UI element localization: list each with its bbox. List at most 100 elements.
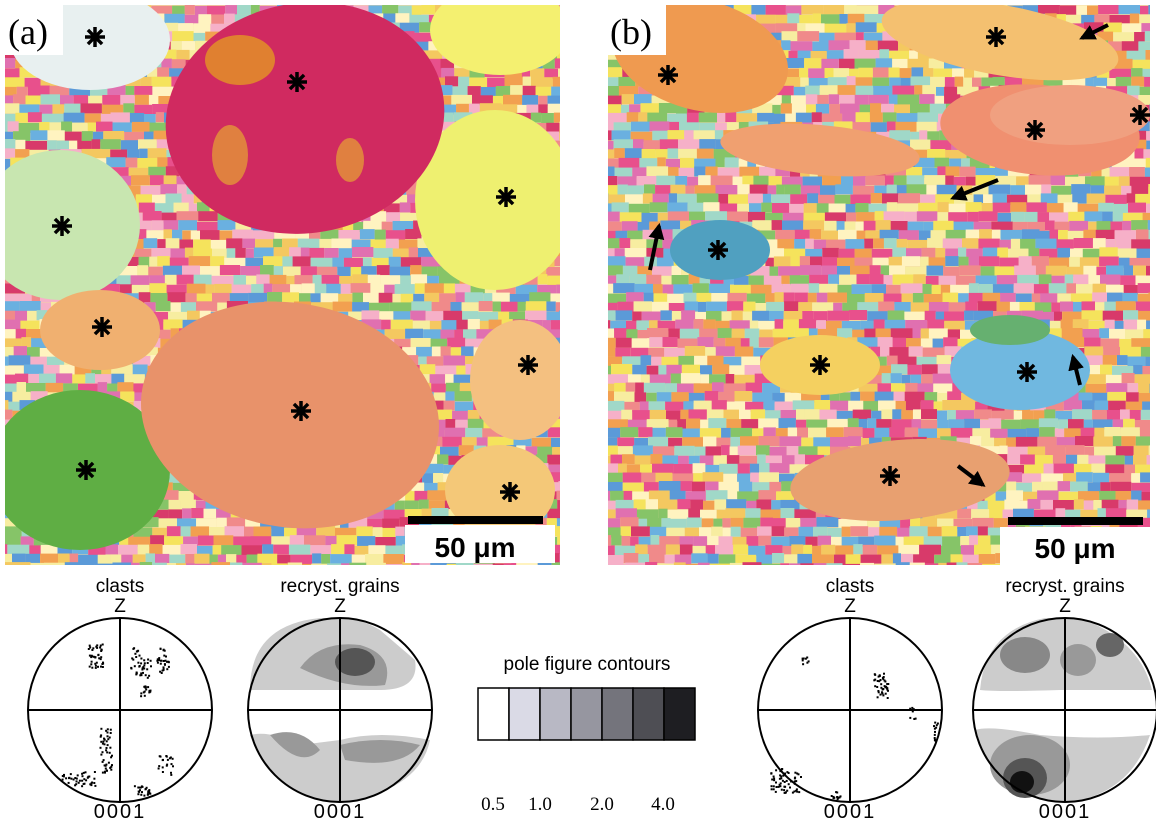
grain bbox=[551, 562, 560, 565]
grain bbox=[168, 311, 187, 322]
grain bbox=[966, 248, 983, 259]
grain bbox=[797, 23, 806, 34]
grain bbox=[904, 211, 917, 222]
grain bbox=[1114, 58, 1133, 69]
grain bbox=[1105, 455, 1125, 466]
grain bbox=[1048, 283, 1067, 294]
grain bbox=[930, 140, 952, 151]
grain bbox=[1020, 419, 1039, 430]
grain bbox=[226, 517, 246, 528]
grain bbox=[668, 328, 680, 339]
grain bbox=[973, 221, 992, 232]
grain bbox=[1100, 338, 1120, 349]
grain bbox=[887, 310, 905, 321]
grain bbox=[348, 517, 368, 528]
grain bbox=[198, 14, 212, 25]
grain bbox=[651, 95, 671, 106]
grain bbox=[290, 554, 313, 565]
pf-point bbox=[101, 742, 104, 745]
grain bbox=[857, 302, 879, 313]
grain bbox=[910, 131, 920, 142]
grain bbox=[241, 545, 263, 556]
grain bbox=[608, 302, 618, 313]
grain bbox=[884, 319, 906, 330]
grain bbox=[886, 184, 897, 195]
grain bbox=[1058, 492, 1078, 502]
grain bbox=[1083, 229, 1096, 240]
grain bbox=[428, 58, 441, 69]
pf-point bbox=[100, 740, 103, 743]
grain bbox=[808, 68, 825, 79]
grain bbox=[47, 130, 65, 141]
grain bbox=[874, 185, 887, 196]
grain bbox=[693, 319, 704, 329]
pf-point bbox=[140, 692, 143, 695]
grain bbox=[742, 175, 754, 186]
grain bbox=[780, 508, 795, 518]
grain bbox=[178, 491, 194, 501]
grain bbox=[855, 221, 864, 232]
grain bbox=[535, 454, 548, 465]
grain bbox=[735, 554, 757, 565]
grain bbox=[546, 311, 559, 322]
grain bbox=[901, 293, 913, 304]
grain bbox=[492, 292, 510, 303]
grain bbox=[748, 211, 766, 222]
grain bbox=[332, 257, 344, 268]
grain bbox=[1058, 419, 1068, 430]
grain bbox=[1019, 500, 1028, 511]
grain bbox=[746, 500, 757, 511]
grain bbox=[1064, 428, 1081, 439]
grain bbox=[102, 149, 111, 160]
grain bbox=[762, 383, 781, 393]
grain bbox=[465, 356, 475, 367]
grain bbox=[169, 554, 186, 565]
grain bbox=[661, 356, 679, 367]
grain bbox=[833, 302, 843, 313]
grain bbox=[30, 130, 48, 141]
grain bbox=[525, 301, 547, 312]
grain bbox=[1014, 265, 1036, 276]
grain bbox=[1065, 509, 1081, 520]
grain bbox=[758, 321, 775, 331]
grain bbox=[680, 157, 695, 168]
grain bbox=[761, 202, 773, 213]
grain bbox=[934, 555, 951, 565]
grain bbox=[627, 419, 647, 430]
grain bbox=[454, 401, 474, 412]
grain bbox=[57, 544, 72, 555]
grain bbox=[705, 347, 716, 358]
grain bbox=[1073, 301, 1082, 312]
grain bbox=[382, 518, 400, 529]
grain bbox=[775, 14, 788, 25]
grain bbox=[207, 5, 226, 16]
grain bbox=[392, 248, 409, 259]
grain bbox=[470, 283, 485, 294]
grain bbox=[1131, 490, 1142, 501]
grain bbox=[406, 185, 420, 195]
grain bbox=[881, 554, 893, 565]
grain bbox=[352, 292, 363, 303]
pf-point bbox=[144, 686, 147, 689]
grain bbox=[131, 562, 140, 565]
grain bbox=[158, 518, 177, 529]
grain bbox=[870, 103, 882, 114]
grain bbox=[648, 401, 665, 412]
grain bbox=[725, 337, 741, 348]
grain bbox=[164, 13, 185, 24]
grain bbox=[705, 446, 722, 457]
grain bbox=[629, 274, 647, 285]
grain bbox=[707, 355, 724, 366]
arrow bbox=[1079, 23, 1109, 40]
grain bbox=[88, 95, 103, 106]
grain bbox=[5, 338, 22, 349]
grain bbox=[878, 301, 895, 312]
pf-point bbox=[160, 672, 163, 674]
grain bbox=[686, 112, 699, 123]
grain bbox=[715, 320, 730, 331]
grain bbox=[765, 455, 782, 466]
grain bbox=[981, 437, 995, 448]
grain bbox=[817, 328, 838, 339]
grain bbox=[630, 536, 639, 547]
grain bbox=[107, 85, 126, 95]
